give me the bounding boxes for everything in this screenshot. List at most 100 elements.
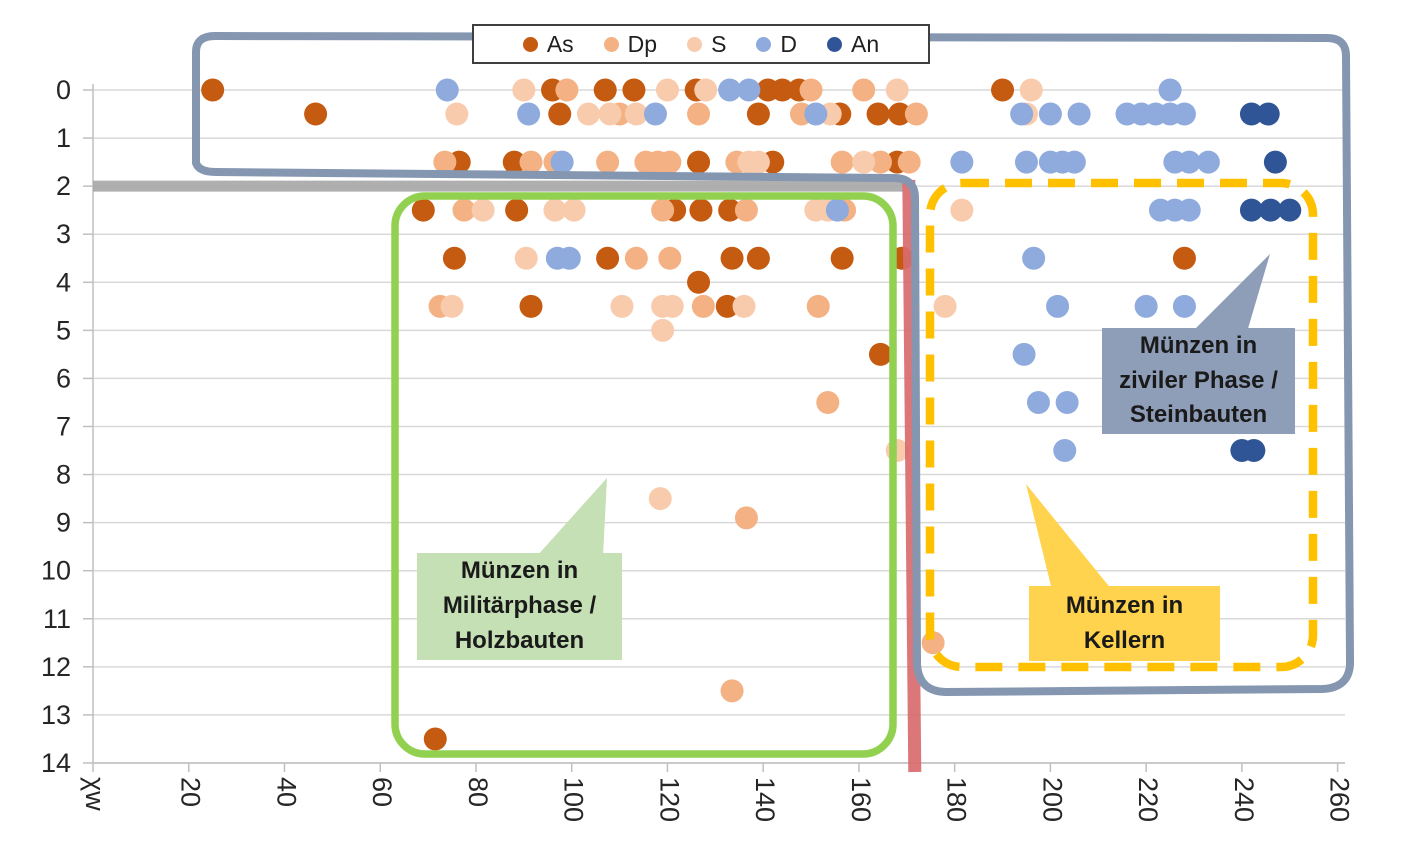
point-As <box>548 102 572 126</box>
point-S <box>598 102 622 126</box>
annotation-line: Münzen in <box>1065 591 1184 619</box>
point-An <box>1239 102 1263 126</box>
point-D <box>1172 102 1196 126</box>
x-tick-label: 240 <box>1229 777 1259 822</box>
point-Dp <box>897 150 921 174</box>
legend-item-an: An <box>827 31 879 58</box>
point-As <box>505 198 529 222</box>
as-series-dot-icon <box>522 36 538 52</box>
point-D <box>550 150 574 174</box>
point-Dp <box>658 246 682 270</box>
point-D <box>1177 150 1201 174</box>
d-series-dot-icon <box>756 36 772 52</box>
legend-label-s: S <box>711 30 727 57</box>
point-D <box>435 78 459 102</box>
point-As <box>442 246 466 270</box>
point-S <box>440 294 464 318</box>
point-Dp <box>868 150 892 174</box>
x-tick-label: 120 <box>654 777 684 822</box>
point-S <box>885 78 909 102</box>
annotation-zivil-steinbauten: Münzen in ziviler Phase / Steinbauten <box>1102 328 1295 434</box>
point-An <box>1239 198 1263 222</box>
point-D <box>1158 78 1182 102</box>
point-Dp <box>852 78 876 102</box>
point-S <box>694 78 718 102</box>
point-S <box>732 294 756 318</box>
point-D <box>1053 439 1077 463</box>
point-As <box>622 78 646 102</box>
point-Dp <box>651 198 675 222</box>
y-tick-label: 5 <box>56 315 71 345</box>
point-Dp <box>799 78 823 102</box>
point-S <box>445 102 469 126</box>
x-tick-label: 20 <box>176 777 206 807</box>
y-tick-label: 3 <box>56 219 71 249</box>
point-Dp <box>734 506 758 530</box>
point-As <box>596 246 620 270</box>
legend-item-d: D <box>756 31 797 58</box>
point-As <box>770 78 794 102</box>
point-As <box>687 150 711 174</box>
point-D <box>804 102 828 126</box>
blue-callout-pointer <box>1192 254 1270 332</box>
point-D <box>643 102 667 126</box>
point-D <box>1010 102 1034 126</box>
point-S <box>651 318 675 342</box>
point-S <box>562 198 586 222</box>
point-An <box>1259 198 1283 222</box>
point-D <box>825 198 849 222</box>
point-D <box>1196 150 1220 174</box>
point-D <box>1067 102 1091 126</box>
point-An <box>1263 150 1287 174</box>
y-tick-label: 10 <box>41 556 71 586</box>
y-tick-label: 7 <box>56 411 71 441</box>
point-As <box>746 102 770 126</box>
point-S <box>660 294 684 318</box>
point-Dp <box>624 246 648 270</box>
point-D <box>1172 294 1196 318</box>
point-D <box>1177 198 1201 222</box>
point-Dp <box>904 102 928 126</box>
x-tick-label: 100 <box>559 777 589 822</box>
point-D <box>950 150 974 174</box>
legend-label-an: An <box>851 30 880 57</box>
point-Dp <box>433 150 457 174</box>
point-Dp <box>806 294 830 318</box>
point-As <box>304 102 328 126</box>
point-As <box>689 198 713 222</box>
point-As <box>866 102 890 126</box>
point-Dp <box>687 102 711 126</box>
x-tick-label: 180 <box>942 777 972 822</box>
point-D <box>718 78 742 102</box>
annotation-line: Kellern <box>1083 626 1166 654</box>
point-D <box>1134 294 1158 318</box>
point-Dp <box>596 150 620 174</box>
y-tick-label: 9 <box>56 508 71 538</box>
point-Dp <box>830 150 854 174</box>
point-As <box>411 198 435 222</box>
point-As <box>502 150 526 174</box>
point-S <box>655 78 679 102</box>
dp-series-dot-icon <box>603 36 619 52</box>
legend-label-as: As <box>546 30 574 57</box>
point-An <box>1242 439 1266 463</box>
annotation-line: Münzen in <box>1139 331 1258 359</box>
point-An <box>1256 102 1280 126</box>
y-tick-label: 4 <box>56 267 71 297</box>
point-S <box>648 487 672 511</box>
y-tick-label: 2 <box>56 171 71 201</box>
x-tick-label: 60 <box>367 777 397 807</box>
red-phase-divider-bar <box>902 179 922 773</box>
an-series-dot-icon <box>827 36 843 52</box>
point-As <box>593 78 617 102</box>
point-As <box>687 270 711 294</box>
x-tick-label: 160 <box>846 777 876 822</box>
point-D <box>517 102 541 126</box>
point-Dp <box>519 150 543 174</box>
point-S <box>950 198 974 222</box>
point-Dp <box>734 198 758 222</box>
point-D <box>1012 342 1036 366</box>
point-As <box>991 78 1015 102</box>
annotation-line: Militärphase / <box>442 592 597 620</box>
